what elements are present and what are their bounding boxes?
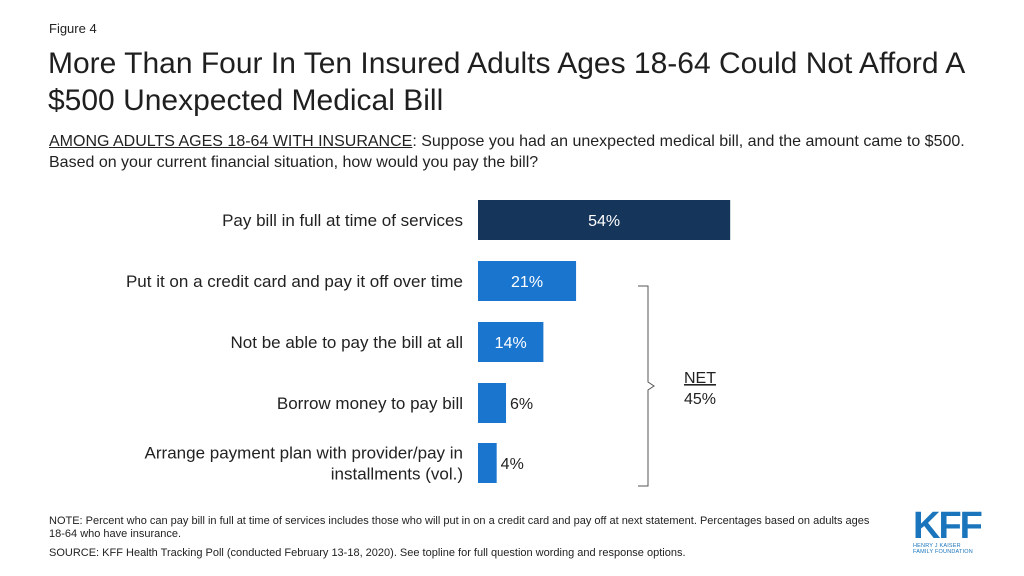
figure-label: Figure 4 [49, 21, 97, 36]
category-label: Arrange payment plan with provider/pay i… [145, 444, 463, 463]
chart-title: More Than Four In Ten Insured Adults Age… [48, 47, 964, 117]
net-value: 45% [684, 391, 716, 408]
logo-line-1: HENRY J KAISER [913, 543, 961, 549]
value-label: 14% [495, 335, 527, 352]
bar [478, 443, 497, 483]
chart-note: NOTE: Percent who can pay bill in full a… [49, 515, 870, 540]
category-label: Borrow money to pay bill [277, 394, 463, 413]
value-label: 4% [501, 456, 524, 473]
subtitle-lead: AMONG ADULTS AGES 18-64 WITH INSURANCE [49, 133, 413, 150]
chart-source: SOURCE: KFF Health Tracking Poll (conduc… [49, 547, 686, 559]
logo-wordmark: KFF [913, 505, 983, 547]
net-bracket [638, 285, 655, 487]
bar [478, 322, 544, 362]
value-label: 21% [511, 274, 543, 291]
kff-logo: KFF HENRY J KAISER FAMILY FOUNDATION [913, 505, 991, 559]
subtitle-question: : Suppose you had an unexpected medical … [49, 133, 965, 171]
bar [478, 261, 577, 301]
bar [478, 383, 507, 423]
chart-subtitle: AMONG ADULTS AGES 18-64 WITH INSURANCE: … [49, 131, 989, 173]
category-label: installments (vol.) [331, 465, 463, 484]
logo-line-2: FAMILY FOUNDATION [913, 549, 973, 555]
bar [478, 200, 731, 240]
net-label: NET [684, 370, 716, 387]
category-label: Put it on a credit card and pay it off o… [126, 272, 463, 291]
value-label: 54% [588, 213, 620, 230]
value-label: 6% [510, 396, 533, 413]
category-label: Not be able to pay the bill at all [231, 333, 463, 352]
category-label: Pay bill in full at time of services [222, 211, 463, 230]
